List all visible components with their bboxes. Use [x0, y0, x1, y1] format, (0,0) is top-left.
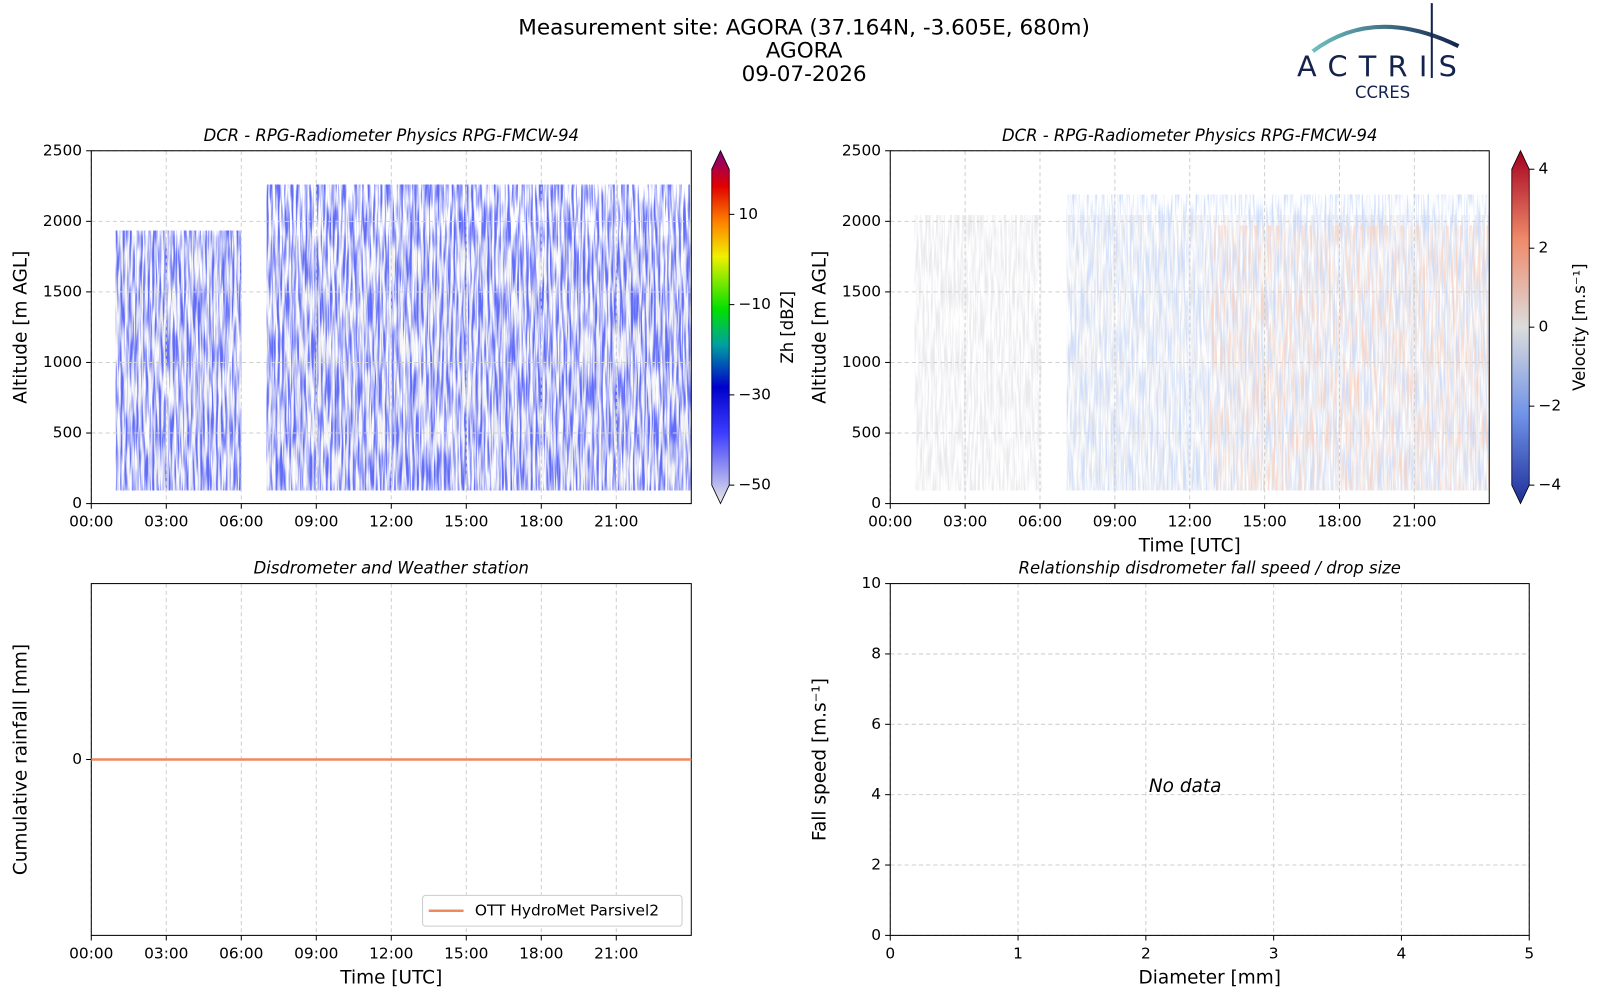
- x-tick-label: 21:00: [594, 944, 638, 962]
- y-tick-label: 1000: [43, 353, 82, 371]
- y-tick-label: 0: [871, 494, 881, 512]
- y-tick-label: 1500: [43, 282, 82, 300]
- y-tick-label: 2: [871, 856, 881, 874]
- header-site: AGORA: [766, 38, 843, 63]
- y-tick-label: 1000: [842, 353, 881, 371]
- x-tick-label: 18:00: [519, 513, 563, 531]
- y-tick-label: 500: [852, 424, 881, 442]
- x-tick-label: 09:00: [1093, 513, 1137, 531]
- x-tick-label: 0: [885, 944, 895, 962]
- y-tick-label: 10: [861, 574, 881, 592]
- plot-title: Relationship disdrometer fall speed / dr…: [1019, 559, 1401, 578]
- x-tick-label: 00:00: [69, 944, 113, 962]
- legend: OTT HydroMet Parsivel2: [422, 894, 683, 927]
- y-tick-label: 6: [871, 715, 881, 733]
- x-tick-label: 1: [1013, 944, 1023, 962]
- x-tick-label: 4: [1397, 944, 1407, 962]
- y-axis-label: Fall speed [m.s⁻¹]: [810, 678, 831, 841]
- logo-name: ACTRIS: [1297, 50, 1468, 84]
- y-axis-label: Altitude [m AGL]: [11, 251, 32, 404]
- colorbar-tick-label: −4: [1538, 476, 1561, 494]
- logo-arc: [1311, 24, 1460, 53]
- x-tick-label: 00:00: [868, 513, 912, 531]
- plot-title: DCR - RPG-Radiometer Physics RPG-FMCW-94: [1002, 126, 1377, 145]
- x-tick-label: 03:00: [144, 513, 188, 531]
- y-tick-label: 0: [72, 750, 82, 768]
- header-title: Measurement site: AGORA (37.164N, -3.605…: [518, 16, 1090, 41]
- x-axis-label: Diameter [mm]: [1139, 967, 1281, 988]
- y-tick-label: 8: [871, 644, 881, 662]
- legend-box: [422, 894, 683, 927]
- x-axis-label: Time [UTC]: [1138, 536, 1241, 557]
- colorbar-label: Velocity [m.s⁻¹]: [1570, 263, 1589, 390]
- x-tick-label: 09:00: [294, 513, 338, 531]
- x-tick-label: 12:00: [369, 944, 413, 962]
- x-tick-label: 00:00: [69, 513, 113, 531]
- x-tick-label: 18:00: [519, 944, 563, 962]
- x-tick-label: 09:00: [294, 944, 338, 962]
- x-tick-label: 03:00: [943, 513, 987, 531]
- header-date: 09-07-2026: [742, 62, 867, 87]
- y-tick-label: 2500: [842, 141, 881, 159]
- x-tick-label: 12:00: [369, 513, 413, 531]
- x-tick-label: 06:00: [219, 513, 263, 531]
- colorbar-tick-label: −50: [738, 476, 770, 494]
- colorbar-body: [711, 149, 730, 505]
- colorbar-tick-label: 4: [1538, 160, 1548, 178]
- y-tick-label: 0: [72, 494, 82, 512]
- plot-frame: [889, 150, 1490, 505]
- y-tick-label: 2500: [43, 141, 82, 159]
- x-tick-label: 12:00: [1168, 513, 1212, 531]
- y-tick-label: 2000: [43, 212, 82, 230]
- colorbar-tick-label: 0: [1538, 318, 1548, 336]
- x-tick-label: 06:00: [1018, 513, 1062, 531]
- x-tick-label: 15:00: [444, 513, 488, 531]
- y-tick-label: 500: [53, 424, 82, 442]
- colorbar-tick-label: −30: [738, 385, 770, 403]
- legend-label: OTT HydroMet Parsivel2: [475, 901, 659, 919]
- x-tick-label: 5: [1524, 944, 1534, 962]
- x-tick-label: 21:00: [594, 513, 638, 531]
- logo: ACTRIS CCRES: [1297, 3, 1468, 102]
- x-tick-label: 03:00: [144, 944, 188, 962]
- colorbar-label: Zh [dBZ]: [778, 291, 797, 364]
- plot-frame: [90, 150, 692, 505]
- y-axis-label: Cumulative rainfall [mm]: [11, 644, 32, 875]
- plot-title: DCR - RPG-Radiometer Physics RPG-FMCW-94: [204, 126, 579, 145]
- colorbar-body: [1511, 149, 1530, 505]
- reflectivity-texture: [115, 184, 692, 491]
- logo-sub: CCRES: [1355, 83, 1410, 102]
- colorbar: −4 −2 0 2 4 Velocity [m.s⁻¹]: [1511, 149, 1589, 505]
- x-tick-label: 21:00: [1392, 513, 1436, 531]
- plot-frame: [889, 583, 1530, 936]
- colorbar-tick-label: 10: [738, 205, 758, 223]
- y-tick-label: 4: [871, 785, 881, 803]
- y-tick-label: 0: [871, 926, 881, 944]
- x-tick-label: 15:00: [1242, 513, 1286, 531]
- y-axis-label: Altitude [m AGL]: [810, 251, 831, 404]
- velocity-texture: [914, 194, 1490, 491]
- x-tick-label: 15:00: [444, 944, 488, 962]
- colorbar-tick-label: 2: [1538, 239, 1548, 257]
- colorbar-tick-label: −10: [738, 295, 770, 313]
- colorbar: −50 −30 −10 10 Zh [dBZ]: [711, 149, 797, 505]
- y-tick-label: 1500: [842, 282, 881, 300]
- colorbar-tick-label: −2: [1538, 397, 1561, 415]
- x-tick-label: 06:00: [219, 944, 263, 962]
- x-tick-label: 2: [1141, 944, 1151, 962]
- annotation: No data: [1149, 776, 1222, 797]
- y-tick-label: 2000: [842, 212, 881, 230]
- plot-title: Disdrometer and Weather station: [254, 559, 529, 578]
- x-axis-label: Time [UTC]: [339, 967, 442, 988]
- x-tick-label: 3: [1269, 944, 1279, 962]
- x-tick-label: 18:00: [1317, 513, 1361, 531]
